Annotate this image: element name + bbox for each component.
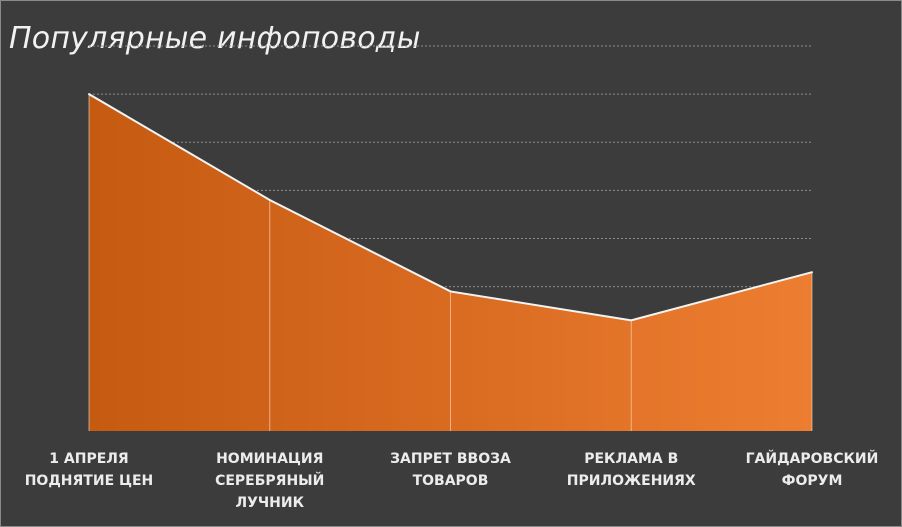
x-tick-label-line: 1 АПРЕЛЯ <box>49 451 129 467</box>
x-tick-label-line: НОМИНАЦИЯ <box>216 451 324 467</box>
x-tick-label: 1 АПРЕЛЯ ПОДНЯТИЕ ЦЕН <box>9 448 169 492</box>
x-tick-label: НОМИНАЦИЯ СЕРЕБРЯНЫЙ ЛУЧНИК <box>190 448 350 514</box>
x-tick-label-line: ЗАПРЕТ ВВОЗА <box>390 451 511 467</box>
x-tick-label-line: ФОРУМ <box>781 473 843 489</box>
category-dividers <box>88 94 813 431</box>
x-tick-label-line: ПОДНЯТИЕ ЦЕН <box>24 473 154 489</box>
x-tick-label: ЗАПРЕТ ВВОЗА ТОВАРОВ <box>371 448 531 492</box>
x-tick-label: ГАЙДАРОВСКИЙ ФОРУМ <box>732 448 892 492</box>
x-tick-label-line: ПРИЛОЖЕНИЯХ <box>566 473 696 489</box>
x-tick-label-line: ГАЙДАРОВСКИЙ <box>745 451 879 467</box>
x-tick-label-line: ЛУЧНИК <box>235 495 305 511</box>
x-tick-label-line: РЕКЛАМА В <box>584 451 679 467</box>
x-tick-label-line: СЕРЕБРЯНЫЙ <box>215 473 325 489</box>
x-tick-label-line: ТОВАРОВ <box>412 473 489 489</box>
x-tick-label: РЕКЛАМА В ПРИЛОЖЕНИЯХ <box>551 448 711 492</box>
chart-title: Популярные инфоповоды <box>9 21 421 56</box>
